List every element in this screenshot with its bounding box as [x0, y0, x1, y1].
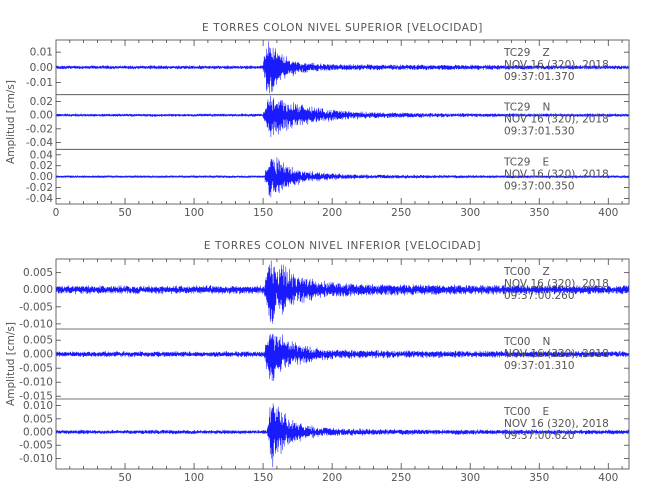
- x-tick-label: 400: [598, 472, 618, 484]
- record-time: 09:37:00.350: [504, 180, 575, 192]
- record-date: NOV 16 (320), 2018: [504, 59, 609, 71]
- y-axis-label: Amplitud [cm/s]: [5, 80, 17, 164]
- x-tick-label: 250: [391, 472, 411, 484]
- station-code: TC29: [503, 102, 531, 114]
- y-tick-label: 0.00: [30, 62, 53, 74]
- waveform-trace-tc29-e: [55, 157, 630, 198]
- x-tick-label: 150: [253, 207, 273, 219]
- station-code: TC00: [503, 336, 531, 348]
- station-component-label: TC00 Z: [503, 266, 550, 278]
- y-tick-label: 0.005: [23, 335, 53, 347]
- component-code: Z: [543, 266, 550, 278]
- y-tick-label: -0.02: [26, 123, 53, 135]
- component-code: N: [543, 336, 551, 348]
- plot-frame: [55, 258, 630, 470]
- x-tick-label: 50: [118, 472, 131, 484]
- component-code: E: [543, 156, 550, 168]
- y-tick-label: -0.015: [19, 391, 53, 403]
- y-tick-label: 0.000: [23, 284, 53, 296]
- y-tick-label: 0.000: [23, 427, 53, 439]
- y-axis-label: Amplitud [cm/s]: [5, 322, 17, 406]
- record-date: NOV 16 (320), 2018: [504, 168, 609, 180]
- component-code: N: [543, 102, 551, 114]
- station-code: TC29: [503, 156, 531, 168]
- waveform-trace-tc00-e: [55, 403, 630, 468]
- station-component-label: TC00 N: [503, 336, 550, 348]
- x-tick-label: 350: [529, 207, 549, 219]
- chart-title: E TORRES COLON NIVEL SUPERIOR [VELOCIDAD…: [202, 22, 483, 34]
- station-code: TC00: [503, 266, 531, 278]
- y-tick-label: 0.01: [30, 47, 53, 59]
- record-date: NOV 16 (320), 2018: [504, 114, 609, 126]
- x-tick-label: 400: [598, 207, 618, 219]
- station-component-label: TC00 E: [503, 406, 549, 418]
- record-time: 09:37:01.530: [504, 126, 575, 138]
- station-component-label: TC29 Z: [503, 47, 550, 59]
- record-date: NOV 16 (320), 2018: [504, 278, 609, 290]
- y-tick-label: 0.005: [23, 267, 53, 279]
- station-code: TC29: [503, 47, 531, 59]
- y-tick-label: 0.02: [30, 160, 53, 172]
- x-tick-label: 100: [184, 472, 204, 484]
- x-tick-label: 300: [460, 207, 480, 219]
- x-tick-label: 200: [322, 472, 342, 484]
- plot-frame: [55, 39, 630, 205]
- component-code: Z: [543, 47, 550, 59]
- x-tick-label: 250: [391, 207, 411, 219]
- station-component-label: TC29 N: [503, 102, 550, 114]
- x-tick-label: 50: [118, 207, 131, 219]
- y-tick-label: 0.04: [30, 149, 54, 161]
- record-date: NOV 16 (320), 2018: [504, 418, 609, 430]
- y-tick-label: -0.005: [19, 301, 53, 313]
- component-code: E: [543, 406, 550, 418]
- y-tick-label: 0.005: [23, 413, 53, 425]
- x-tick-label: 100: [184, 207, 204, 219]
- waveform-trace-tc00-n: [55, 333, 630, 381]
- record-time: 09:37:01.310: [504, 360, 575, 372]
- station-component-label: TC29 E: [503, 156, 549, 168]
- y-tick-label: 0.00: [30, 110, 53, 122]
- y-tick-label: -0.010: [19, 318, 53, 330]
- y-tick-label: -0.04: [26, 193, 53, 205]
- y-tick-label: -0.04: [26, 137, 53, 149]
- y-tick-label: -0.010: [19, 377, 53, 389]
- record-date: NOV 16 (320), 2018: [504, 348, 609, 360]
- y-tick-label: 0.010: [23, 400, 53, 412]
- y-tick-label: -0.005: [19, 440, 53, 452]
- record-time: 09:37:01.370: [504, 71, 575, 83]
- x-tick-label: 350: [529, 472, 549, 484]
- y-tick-label: -0.02: [26, 182, 53, 194]
- y-tick-label: -0.01: [26, 77, 53, 89]
- x-tick-label: 0: [53, 207, 60, 219]
- station-code: TC00: [503, 406, 531, 418]
- waveform-trace-tc29-z: [55, 41, 630, 94]
- x-tick-label: 300: [460, 472, 480, 484]
- record-time: 09:37:00.620: [504, 430, 575, 442]
- y-tick-label: -0.010: [19, 453, 53, 465]
- record-time: 09:37:00.260: [504, 290, 575, 302]
- y-tick-label: -0.005: [19, 363, 53, 375]
- y-tick-label: 0.000: [23, 349, 53, 361]
- waveform-trace-tc29-n: [55, 95, 630, 138]
- waveform-trace-tc00-z: [55, 260, 630, 324]
- y-tick-label: 0.02: [30, 96, 53, 108]
- x-tick-label: 150: [253, 472, 273, 484]
- x-tick-label: 200: [322, 207, 342, 219]
- chart-title: E TORRES COLON NIVEL INFERIOR [VELOCIDAD…: [204, 240, 481, 252]
- y-tick-label: 0.00: [30, 171, 53, 183]
